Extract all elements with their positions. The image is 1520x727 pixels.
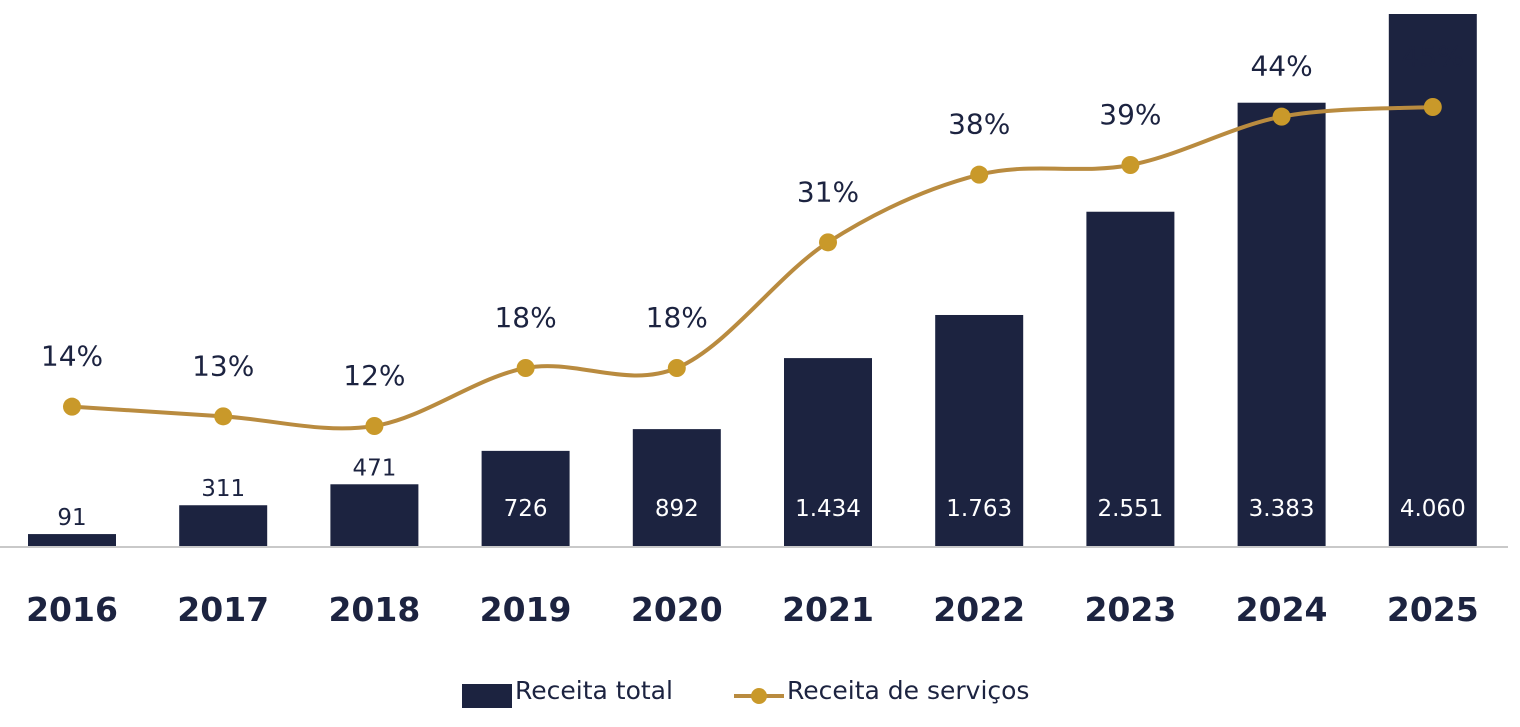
- bar-label-2023: 2.551: [1097, 496, 1163, 522]
- line-point-2021: [819, 233, 837, 252]
- bar-2022: [935, 314, 1024, 546]
- bar-label-2024: 3.383: [1249, 496, 1315, 522]
- line-point-2020: [667, 359, 686, 377]
- bar-2023: [1086, 211, 1175, 547]
- bar-2016: [28, 534, 116, 546]
- bar-2017: [179, 505, 268, 546]
- bar-label-2019: 726: [504, 496, 548, 522]
- x-tick-2016: 2016: [26, 590, 118, 629]
- bar-label-2016: 91: [57, 505, 86, 531]
- line-point-2024: [1272, 107, 1291, 126]
- line-point-2022: [970, 165, 989, 184]
- line-label-2022: 38%: [948, 108, 1010, 141]
- service-revenue-line: [71, 105, 1433, 431]
- bar-label-2017: 311: [201, 476, 245, 502]
- bar-label-2021: 1.434: [795, 496, 861, 522]
- line-label-2019: 18%: [494, 301, 556, 334]
- legend-label-receita-total: Receita total: [515, 676, 673, 705]
- x-tick-2022: 2022: [933, 590, 1025, 629]
- bar-data-labels: 91 311 471 726 892 1.434 1.763 2.551 3.383 4.060: [57, 455, 1465, 531]
- bar-2024: [1237, 102, 1326, 547]
- legend: Receita total Receita de serviços: [462, 676, 1029, 708]
- bar-2018: [330, 484, 419, 546]
- legend-marker-receita-servicos: [751, 688, 767, 704]
- line-point-2025: [1423, 98, 1442, 116]
- line-label-2020: 18%: [646, 301, 708, 334]
- line-point-2023: [1121, 156, 1140, 174]
- line-label-2021: 31%: [797, 175, 859, 208]
- line-point-2018: [365, 417, 384, 435]
- bar-label-2020: 892: [655, 496, 699, 522]
- line-markers: [63, 98, 1442, 435]
- x-tick-2018: 2018: [328, 590, 420, 629]
- line-label-2018: 12%: [343, 359, 405, 392]
- x-tick-2020: 2020: [631, 590, 723, 629]
- line-label-2024: 44%: [1250, 50, 1312, 83]
- bar-label-2025: 4.060: [1400, 496, 1466, 522]
- bar-series: [28, 14, 1477, 547]
- line-label-2025: 45%: [1402, 40, 1464, 73]
- legend-label-receita-servicos: Receita de serviços: [787, 676, 1029, 705]
- x-tick-2023: 2023: [1084, 590, 1176, 629]
- line-label-2017: 13%: [192, 349, 254, 382]
- bar-2019: [481, 450, 570, 546]
- bar-2025: [1388, 14, 1477, 546]
- x-tick-2024: 2024: [1236, 590, 1328, 629]
- line-point-2019: [516, 359, 535, 377]
- x-tick-2019: 2019: [480, 590, 572, 629]
- bar-label-2018: 471: [352, 455, 396, 481]
- line-label-2016: 14%: [41, 340, 103, 373]
- line-data-labels: 14% 13% 12% 18% 18% 31% 38% 39% 44% 45%: [41, 40, 1464, 392]
- x-tick-2021: 2021: [782, 590, 874, 629]
- bar-2020: [632, 429, 721, 546]
- line-point-2017: [214, 407, 233, 426]
- line-point-2016: [63, 397, 81, 416]
- line-label-2023: 39%: [1099, 98, 1161, 131]
- x-tick-2025: 2025: [1387, 590, 1479, 629]
- legend-swatch-receita-total: [462, 684, 512, 708]
- bar-label-2022: 1.763: [946, 496, 1012, 522]
- x-axis-tick-labels: 2016 2017 2018 2019 2020 2021 2022 2023 2024 2025: [26, 590, 1479, 629]
- x-tick-2017: 2017: [177, 590, 269, 629]
- bar-2021: [784, 358, 872, 546]
